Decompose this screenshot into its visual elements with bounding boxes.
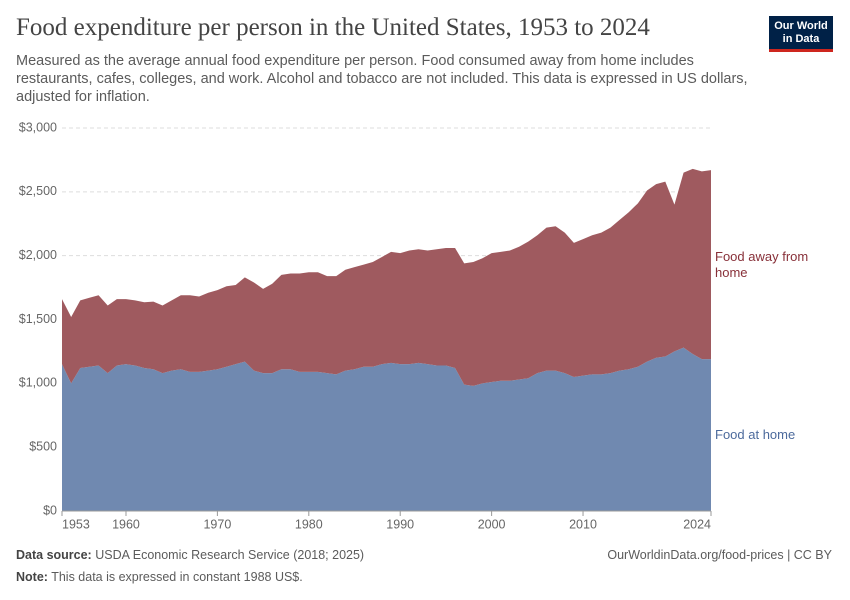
source-label: Data source:: [16, 548, 92, 562]
logo-text: in Data: [782, 33, 820, 45]
logo[interactable]: Our World in Data: [769, 16, 833, 52]
series-label[interactable]: Food at home: [715, 427, 796, 443]
source[interactable]: USDA Economic Research Service (2018; 20…: [95, 548, 365, 562]
y-tick-label: $500: [29, 439, 57, 453]
area: [62, 168, 711, 386]
area: [62, 347, 711, 511]
y-tick-label: $1,500: [19, 312, 57, 326]
url[interactable]: OurWorldinData.org/food-prices | CC BY: [607, 548, 832, 562]
chart-subtitle: Measured as the average annual food expe…: [16, 53, 748, 105]
x-tick-label: 1980: [295, 517, 323, 531]
x-tick-label: 1953: [62, 517, 90, 531]
note: This data is expressed in constant 1988 …: [51, 570, 303, 584]
series-label[interactable]: Food away from home: [715, 248, 809, 280]
source-line: Data source: USDA Economic Research Serv…: [16, 548, 364, 562]
note-line: Note: This data is expressed in constant…: [16, 570, 303, 584]
x-tick-label: 1990: [386, 517, 414, 531]
y-tick-label: $1,000: [19, 376, 57, 390]
x-tick-label: 2000: [478, 517, 506, 531]
y-tick-label: $2,500: [19, 184, 57, 198]
y-tick-label: $2,000: [19, 248, 57, 262]
x-tick-label: 1960: [112, 517, 140, 531]
x-tick-label: 2010: [569, 517, 597, 531]
logo-text: Our World: [774, 20, 828, 32]
y-tick-label: $0: [43, 503, 57, 517]
chart-title: Food expenditure per person in the Unite…: [16, 14, 650, 41]
x-tick-label: 2024: [683, 517, 711, 531]
x-tick-label: 1970: [203, 517, 231, 531]
y-tick-label: $3,000: [19, 120, 57, 134]
note-label: Note:: [16, 570, 48, 584]
